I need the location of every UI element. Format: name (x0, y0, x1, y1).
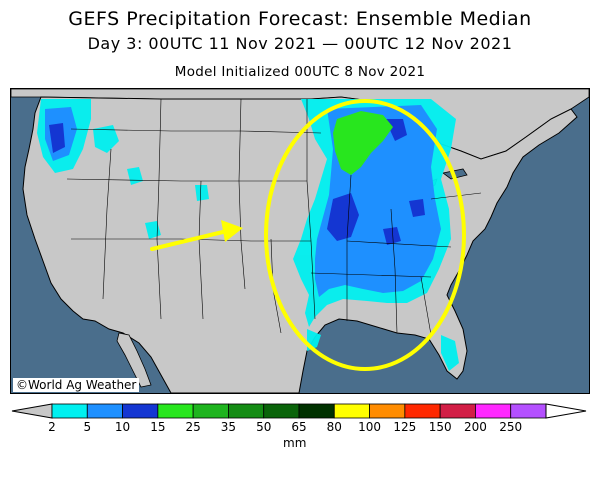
colorbar-swatch (298, 403, 335, 419)
colorbar-swatch (122, 403, 159, 419)
forecast-period: Day 3: 00UTC 11 Nov 2021 — 00UTC 12 Nov … (87, 34, 513, 53)
highlight-arrowhead (221, 220, 243, 242)
colorbar: 2 5 10 15 25 35 50 65 80 100 125 150 200 250 (11, 403, 587, 434)
colorbar-tick-label: 100 (358, 420, 381, 434)
colorbar-tick-label: 80 (327, 420, 342, 434)
colorbar-swatch (86, 403, 123, 419)
map-title: GEFS Precipitation Forecast: Ensemble Me… (68, 8, 532, 30)
colorbar-tick-label: 200 (464, 420, 487, 434)
colorbar-swatch (228, 403, 265, 419)
colorbar-tick-label: 250 (499, 420, 522, 434)
colorbar-swatch (475, 403, 512, 419)
colorbar-swatch (333, 403, 370, 419)
colorbar-swatch (51, 403, 88, 419)
colorbar-tick-label: 50 (256, 420, 271, 434)
colorbar-tick-label: 5 (83, 420, 91, 434)
colorbar-tick-label: 25 (186, 420, 201, 434)
colorbar-under-arrow (11, 403, 53, 419)
copyright-label: ©World Ag Weather (13, 378, 140, 392)
colorbar-swatch (404, 403, 441, 419)
highlight-ellipse (264, 99, 466, 371)
map-canvas (11, 89, 589, 393)
colorbar-swatch (369, 403, 406, 419)
highlight-arrow-shaft (150, 229, 229, 251)
colorbar-tick-label: 150 (429, 420, 452, 434)
colorbar-tick-label: 125 (393, 420, 416, 434)
precipitation-map: ©World Ag Weather (10, 88, 590, 394)
colorbar-swatch (439, 403, 476, 419)
colorbar-tick-label: 10 (115, 420, 130, 434)
colorbar-tick-label: 15 (150, 420, 165, 434)
colorbar-unit: mm (283, 436, 307, 450)
model-init-line: Model Initialized 00UTC 8 Nov 2021 (174, 64, 426, 80)
colorbar-tick-label: 2 (48, 420, 56, 434)
colorbar-swatch (510, 403, 547, 419)
colorbar-tick-label: 35 (221, 420, 236, 434)
colorbar-swatch (192, 403, 229, 419)
baja-california (116, 332, 152, 388)
colorbar-swatch (263, 403, 300, 419)
precip-15-25mm (333, 111, 393, 175)
colorbar-over-arrow (545, 403, 587, 419)
colorbar-tick-label: 65 (291, 420, 306, 434)
colorbar-swatch (157, 403, 194, 419)
precip-10-15mm (49, 119, 425, 245)
